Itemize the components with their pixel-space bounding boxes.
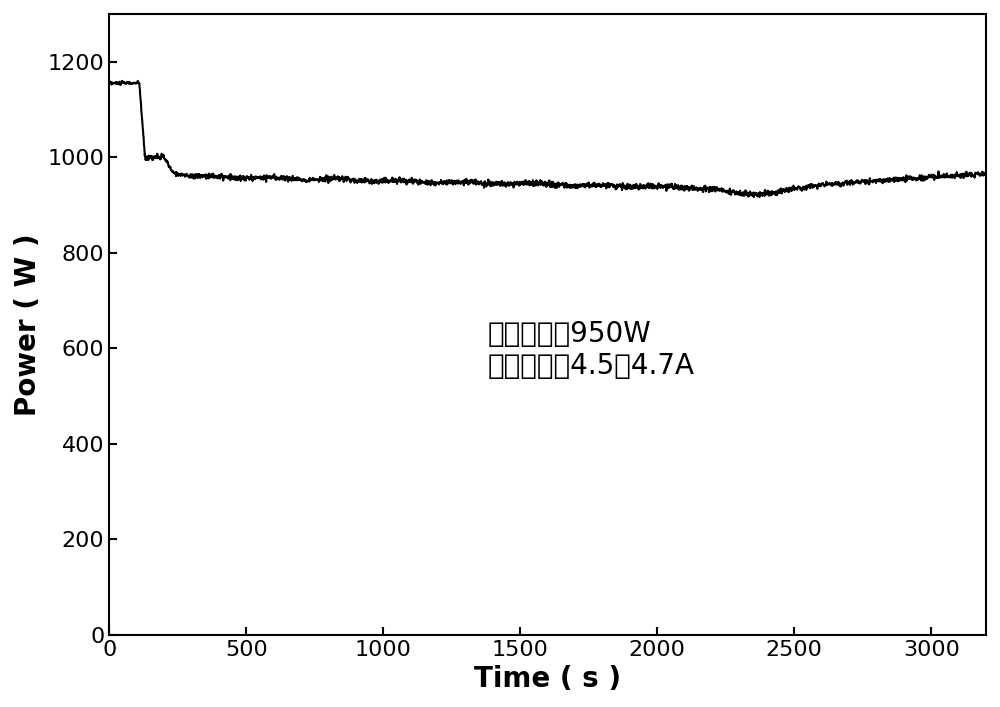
- X-axis label: Time ( s ): Time ( s ): [474, 665, 621, 693]
- Y-axis label: Power ( W ): Power ( W ): [14, 233, 42, 416]
- Text: 稳定功率：950W
稳定电流：4.5～4.7A: 稳定功率：950W 稳定电流：4.5～4.7A: [487, 320, 694, 380]
